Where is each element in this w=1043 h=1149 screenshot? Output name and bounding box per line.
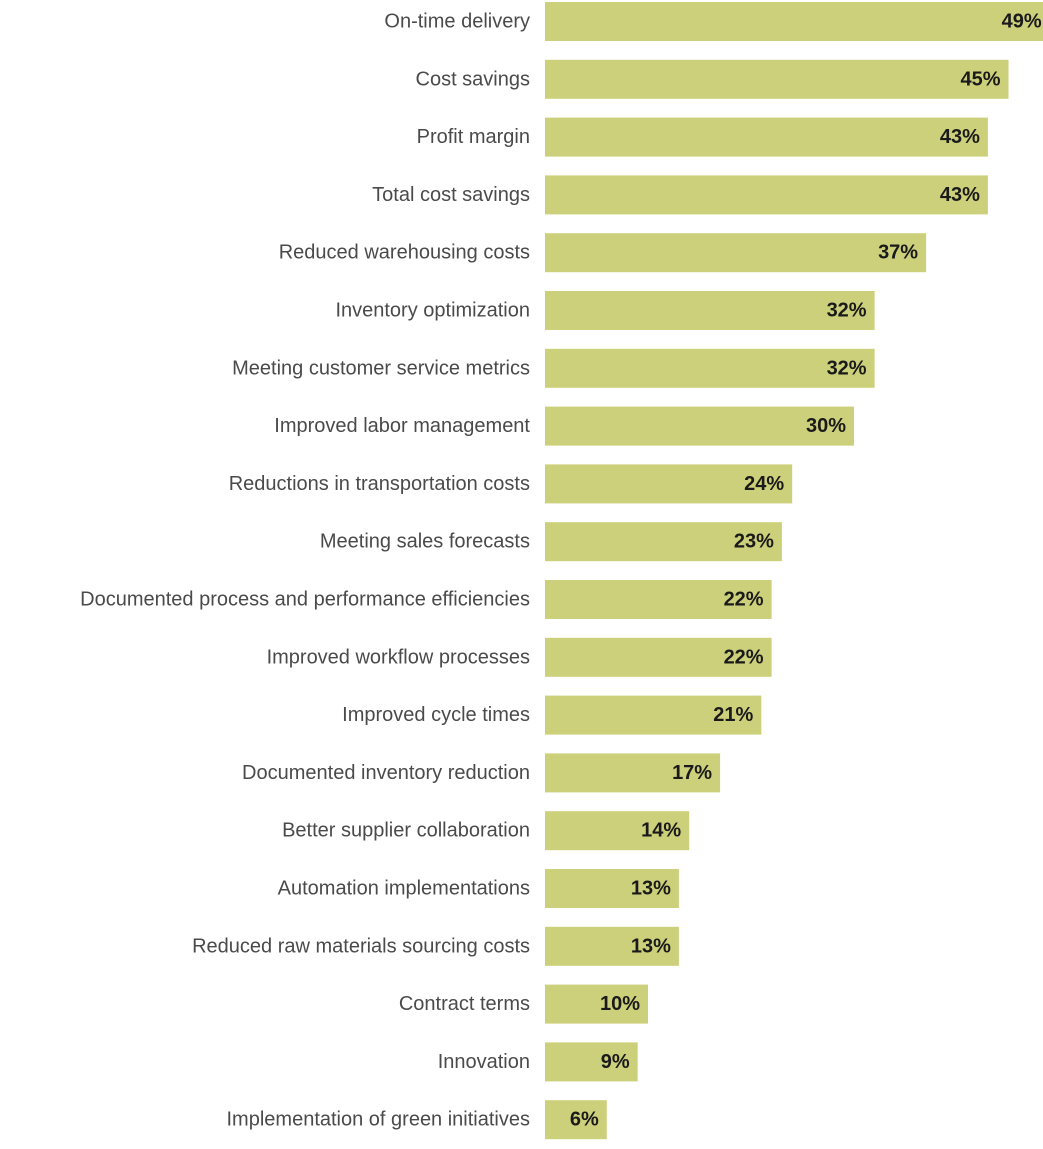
bar: [545, 117, 988, 157]
bar: [545, 637, 772, 677]
bars: [545, 2, 1043, 1140]
bar: [545, 580, 772, 619]
bar: [545, 2, 1043, 41]
bar: [545, 464, 793, 504]
value-label: 49%: [1002, 11, 1042, 33]
value-label: 32%: [827, 357, 867, 379]
value-label: 23%: [734, 531, 774, 553]
category-label: Reduced warehousing costs: [279, 242, 530, 264]
bar: [545, 406, 854, 446]
bar: [545, 869, 679, 908]
category-label: Total cost savings: [372, 184, 530, 206]
category-label: Documented inventory reduction: [242, 762, 530, 784]
category-label: Improved cycle times: [342, 704, 530, 726]
category-label: Better supplier collaboration: [282, 820, 530, 842]
category-label: Reductions in transportation costs: [229, 473, 530, 495]
value-label: 13%: [631, 935, 671, 957]
value-label: 21%: [713, 704, 753, 726]
category-label: Contract terms: [399, 993, 530, 1015]
bar: [545, 926, 679, 966]
value-label: 13%: [631, 878, 671, 900]
value-label: 43%: [940, 184, 980, 206]
value-label: 6%: [570, 1109, 599, 1131]
category-label: Innovation: [438, 1051, 530, 1073]
value-label: 14%: [641, 820, 681, 842]
value-label: 24%: [744, 473, 784, 495]
category-label: Cost savings: [416, 68, 531, 90]
bar: [545, 522, 782, 562]
category-labels: On-time delivery Cost savings Profit margi…: [80, 11, 530, 1131]
value-label: 22%: [724, 646, 764, 668]
bar: [545, 1100, 607, 1140]
category-label: Improved workflow processes: [267, 646, 530, 668]
value-label: 45%: [960, 68, 1000, 90]
value-label: 43%: [940, 126, 980, 148]
bar: [545, 175, 988, 215]
value-label: 10%: [600, 993, 640, 1015]
category-label: Automation implementations: [278, 878, 530, 900]
category-label: Profit margin: [417, 126, 530, 148]
category-label: Meeting customer service metrics: [232, 357, 530, 379]
value-label: 9%: [601, 1051, 630, 1073]
bar: [545, 1042, 638, 1082]
bar: [545, 695, 762, 735]
category-label: Implementation of green initiatives: [227, 1109, 531, 1131]
bar: [545, 811, 690, 851]
value-label: 17%: [672, 762, 712, 784]
category-label: Meeting sales forecasts: [320, 531, 530, 553]
bar: [545, 984, 648, 1024]
category-label: Documented process and performance effic…: [80, 589, 530, 611]
bar: [545, 233, 927, 273]
value-labels: 49% 45% 43% 43% 37% 32% 32% 30% 24% 23% 22% 22% 21% 1…: [570, 11, 1042, 1131]
bar: [545, 59, 1009, 99]
category-label: Reduced raw materials sourcing costs: [192, 935, 530, 957]
category-label: Inventory optimization: [335, 300, 530, 322]
value-label: 22%: [724, 589, 764, 611]
category-label: Improved labor management: [274, 415, 530, 437]
value-label: 30%: [806, 415, 846, 437]
value-label: 37%: [878, 242, 918, 264]
bar: [545, 348, 875, 388]
bar: [545, 291, 875, 330]
category-label: On-time delivery: [384, 11, 530, 33]
bar: [545, 753, 721, 793]
value-label: 32%: [827, 300, 867, 322]
